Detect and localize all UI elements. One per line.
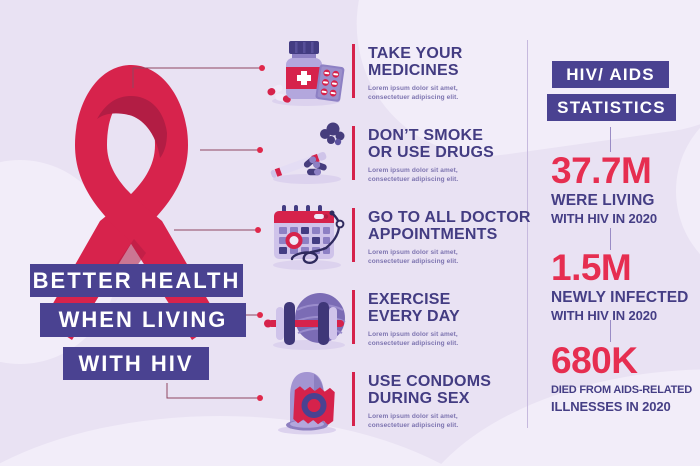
tip-exercise-every-day: EXERCISE EVERY DAY Lorem ipsum dolor sit… [262, 285, 542, 377]
tip-go-to-all-doctor-appointments: GO TO ALL DOCTOR APPOINTMENTS Lorem ipsu… [262, 203, 542, 295]
condom-wrapper-icon [278, 372, 336, 435]
tip-dont-smoke-or-use-drugs: DON’T SMOKE OR USE DRUGS Lorem ipsum dol… [262, 121, 542, 213]
stat-died-from-aids: 680K DIED FROM AIDS-RELATED ILLNESSES IN… [551, 342, 700, 415]
medicine-bottle-icon [267, 41, 345, 106]
stat-label-line1: WERE LIVING [551, 192, 655, 209]
tip-description: Lorem ipsum dolor sit amet, consectetuer… [368, 331, 459, 347]
tip-description: Lorem ipsum dolor sit amet, consectetuer… [368, 167, 459, 183]
dumbbell-ball-icon [264, 293, 346, 350]
stat-value: 680K [551, 340, 638, 381]
tip-title-line1: USE CONDOMS [368, 373, 492, 390]
tip-title-line2: MEDICINES [368, 62, 459, 79]
tip-title-line1: EXERCISE [368, 291, 451, 308]
tip-title: DON’T SMOKE OR USE DRUGS [368, 127, 533, 161]
tip-title-line2: APPOINTMENTS [368, 226, 498, 243]
stat-connector-line [610, 320, 611, 342]
column-divider [527, 40, 528, 428]
stat-connector-line [610, 228, 611, 250]
tip-title: EXERCISE EVERY DAY [368, 291, 533, 325]
headline-banner-when-living: WHEN LIVING [40, 303, 246, 337]
tip-accent-bar [352, 44, 355, 98]
stat-label-line2: WITH HIV IN 2020 [551, 211, 658, 226]
headline-banner-with-hiv: WITH HIV [63, 347, 209, 380]
tip-title: TAKE YOUR MEDICINES [368, 45, 533, 79]
calendar-stethoscope-icon [273, 205, 345, 270]
stat-label-line1: DIED FROM AIDS-RELATED [551, 384, 693, 396]
stat-label-line2: ILLNESSES IN 2020 [551, 399, 671, 414]
headline-banner-better-health: BETTER HEALTH [30, 264, 243, 297]
stat-value: 37.7M [551, 150, 652, 191]
stat-connector-line [610, 127, 611, 152]
stat-label-line1: NEWLY INFECTED [551, 289, 689, 306]
stat-living-with-hiv: 37.7M WERE LIVING WITH HIV IN 2020 [551, 152, 700, 227]
tip-title-line2: OR USE DRUGS [368, 144, 494, 161]
tip-title-line2: DURING SEX [368, 390, 470, 407]
tip-title-line2: EVERY DAY [368, 308, 460, 325]
tip-title: GO TO ALL DOCTOR APPOINTMENTS [368, 209, 533, 243]
tip-accent-bar [352, 372, 355, 426]
tip-description: Lorem ipsum dolor sit amet, consectetuer… [368, 85, 459, 101]
tip-title: USE CONDOMS DURING SEX [368, 373, 533, 407]
tip-title-line1: DON’T SMOKE [368, 127, 484, 144]
tip-accent-bar [352, 126, 355, 180]
stat-label-line2: WITH HIV IN 2020 [551, 308, 658, 323]
tip-use-condoms-during-sex: USE CONDOMS DURING SEX Lorem ipsum dolor… [262, 367, 542, 459]
tip-description: Lorem ipsum dolor sit amet, consectetuer… [368, 413, 459, 429]
stats-header-hiv-aids: HIV/ AIDS [552, 61, 669, 88]
tip-title-line1: GO TO ALL DOCTOR [368, 209, 531, 226]
tip-title-line1: TAKE YOUR [368, 45, 463, 62]
stat-value: 1.5M [551, 247, 632, 288]
tip-take-your-medicines: TAKE YOUR MEDICINES Lorem ipsum dolor si… [262, 39, 542, 131]
stat-newly-infected: 1.5M NEWLY INFECTED WITH HIV IN 2020 [551, 249, 700, 324]
tip-description: Lorem ipsum dolor sit amet, consectetuer… [368, 249, 459, 265]
tip-accent-bar [352, 290, 355, 344]
cigarette-smoke-icon [270, 122, 345, 184]
stats-header-statistics: STATISTICS [547, 94, 676, 121]
tip-accent-bar [352, 208, 355, 262]
